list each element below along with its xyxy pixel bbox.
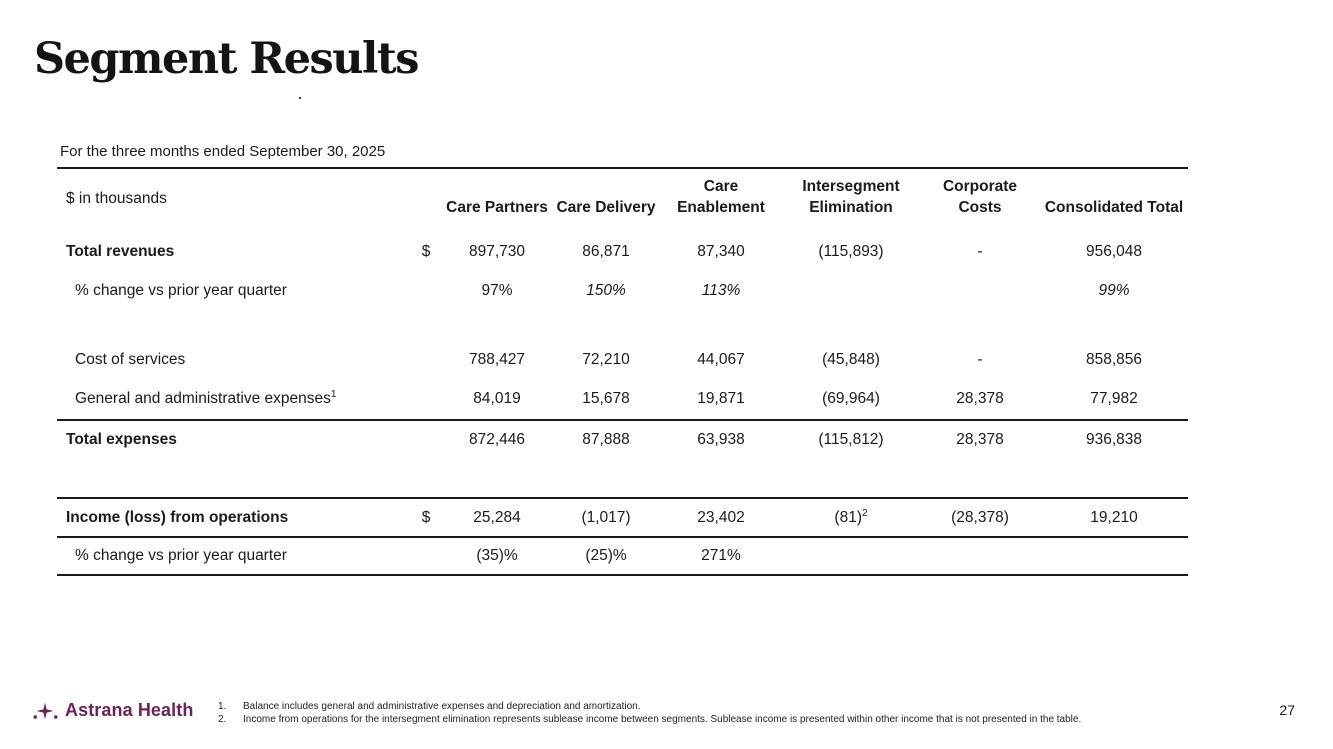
row-label: Total expenses — [66, 431, 177, 448]
column-header-care-delivery: Care Delivery — [556, 198, 656, 216]
cell: (115,812) — [818, 431, 884, 448]
column-header-consolidated-total: Consolidated Total — [1044, 198, 1184, 216]
cell: 788,427 — [468, 351, 526, 368]
segment-results-table: $ in thousands Care Partners Care Delive… — [57, 167, 1188, 576]
row-income-pct-change: % change vs prior year quarter (35)% (25… — [57, 538, 1188, 576]
cell: 63,938 — [697, 431, 745, 448]
row-revenue-pct-change: % change vs prior year quarter 97% 150% … — [57, 272, 1188, 310]
cell: (28,378) — [951, 508, 1009, 526]
row-label: % change vs prior year quarter — [75, 547, 287, 564]
cell: 99% — [1098, 282, 1130, 299]
table-caption: For the three months ended September 30,… — [60, 143, 386, 160]
cell: 97% — [481, 282, 513, 299]
row-label: General and administrative expenses1 — [57, 388, 410, 408]
cell: 25,284 — [473, 508, 521, 526]
table-header-row: $ in thousands Care Partners Care Delive… — [57, 167, 1188, 232]
column-header-care-partners: Care Partners — [446, 198, 548, 216]
cell: - — [977, 243, 983, 260]
footnote-number: 2. — [218, 714, 227, 725]
dollar-sign: $ — [421, 508, 431, 526]
row-total-revenues: Total revenues $ 897,730 86,871 87,340 (… — [57, 232, 1188, 272]
cell: 84,019 — [473, 390, 521, 407]
cell: 956,048 — [1085, 243, 1143, 260]
cell: (35)% — [476, 547, 518, 564]
unit-label: $ in thousands — [66, 190, 167, 207]
cell: 87,888 — [582, 431, 630, 448]
page-title: Segment Results — [34, 34, 419, 84]
cell-value: (81) — [834, 508, 862, 526]
footnote-2: 2. Income from operations for the inters… — [218, 713, 1163, 726]
column-header-intersegment-elimination: Intersegment Elimination — [802, 178, 900, 216]
cell: 86,871 — [582, 243, 630, 260]
row-label: Income (loss) from operations — [66, 508, 289, 526]
cell: 858,856 — [1085, 351, 1143, 368]
astrana-logo-mark-icon — [33, 702, 58, 720]
cell: (45,848) — [822, 351, 880, 368]
cell: (81)2 — [782, 507, 920, 527]
cell: (115,893) — [818, 243, 884, 260]
title-stray-dot — [299, 97, 301, 99]
row-spacer — [57, 310, 1188, 341]
footnote-text: Balance includes general and administrat… — [243, 701, 641, 712]
cell: 87,340 — [697, 243, 745, 260]
footnote-number: 1. — [218, 701, 227, 712]
column-header-care-enablement: Care Enablement — [677, 178, 765, 216]
column-header-corporate-costs: Corporate Costs — [942, 178, 1018, 216]
cell: 19,871 — [697, 390, 745, 407]
cell: (69,964) — [822, 390, 880, 407]
footnote-text: Income from operations for the intersegm… — [243, 714, 1082, 725]
row-label-text: General and administrative expenses — [75, 390, 331, 407]
cell: 72,210 — [582, 351, 630, 368]
logo-wordmark: Astrana Health — [65, 700, 194, 720]
cell: 936,838 — [1085, 431, 1143, 448]
footnote-ref-2: 2 — [862, 507, 868, 519]
row-spacer — [57, 459, 1188, 497]
row-cost-of-services: Cost of services 788,427 72,210 44,067 (… — [57, 341, 1188, 379]
cell: - — [977, 351, 983, 368]
cell: 23,402 — [697, 508, 745, 526]
cell: 28,378 — [956, 431, 1004, 448]
row-income-from-operations: Income (loss) from operations $ 25,284 (… — [57, 497, 1188, 538]
row-ga-expenses: General and administrative expenses1 84,… — [57, 379, 1188, 419]
row-label: % change vs prior year quarter — [75, 282, 287, 299]
cell: (25)% — [585, 547, 627, 564]
astrana-health-logo: Astrana Health — [33, 700, 193, 721]
cell: 872,446 — [468, 431, 526, 448]
unit-label-cell: $ in thousands — [57, 190, 410, 218]
cell: 150% — [586, 282, 626, 299]
row-total-expenses: Total expenses 872,446 87,888 63,938 (11… — [57, 419, 1188, 459]
cell: 271% — [701, 547, 741, 564]
cell: 15,678 — [582, 390, 630, 407]
cell: 28,378 — [956, 390, 1004, 407]
cell: 77,982 — [1090, 390, 1138, 407]
footnote-1: 1. Balance includes general and administ… — [218, 700, 1163, 713]
row-label: Total revenues — [66, 243, 175, 260]
footnote-ref-1: 1 — [330, 388, 337, 400]
footnotes: 1. Balance includes general and administ… — [218, 700, 1163, 726]
cell: 113% — [701, 282, 741, 299]
cell: 44,067 — [697, 351, 745, 368]
row-label: Cost of services — [75, 351, 186, 368]
dollar-sign: $ — [421, 243, 431, 260]
cell: (1,017) — [581, 508, 631, 526]
cell: 897,730 — [468, 243, 526, 260]
cell: 19,210 — [1090, 508, 1138, 526]
page-number: 27 — [1279, 702, 1295, 718]
